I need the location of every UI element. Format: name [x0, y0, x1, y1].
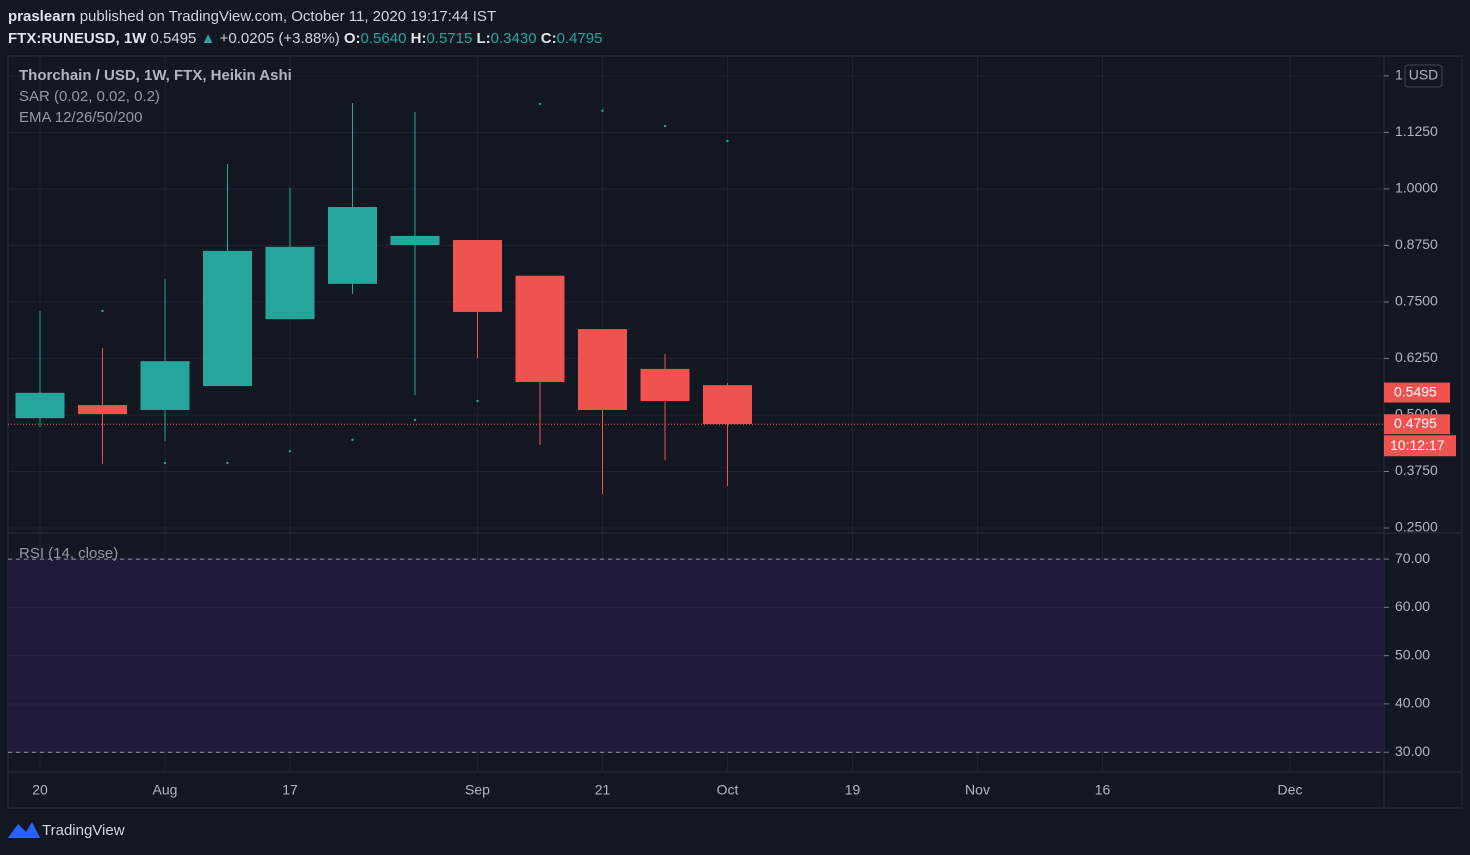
candle-body: [515, 275, 565, 382]
author: praslearn: [8, 8, 76, 25]
quote-line: FTX:RUNEUSD, 1W 0.5495 ▲ +0.0205 (+3.88%…: [8, 28, 602, 50]
y-tick-label: 50.00: [1395, 646, 1430, 662]
ohlc-value: 0.3430: [490, 30, 537, 47]
brand: TradingView: [42, 822, 125, 839]
sar-dot: [663, 124, 667, 128]
candle-body: [140, 361, 190, 411]
y-tick-label: 0.2500: [1395, 519, 1438, 535]
sar-dot: [101, 309, 104, 313]
y-tick-label: 1.1250: [1395, 123, 1438, 139]
sar-dot: [538, 102, 542, 106]
ohlc-value: 0.4795: [556, 30, 603, 47]
published: published on TradingView.com, October 11…: [79, 8, 497, 25]
legend-indicator: EMA 12/26/50/200: [19, 109, 142, 126]
currency-box: [1404, 64, 1443, 88]
x-tick-label: Oct: [717, 782, 739, 798]
candle-body: [15, 392, 65, 419]
y-tick-label: 0.7500: [1395, 293, 1438, 309]
countdown: 10:12:17: [1390, 437, 1445, 453]
sar-dot: [476, 399, 479, 403]
logo: [8, 822, 40, 838]
y-tick-label: 0.6250: [1395, 349, 1438, 365]
candle-body: [203, 250, 252, 387]
y-tick-label: 0.8750: [1395, 236, 1438, 252]
currency: USD: [1409, 67, 1439, 83]
legend-title: Thorchain / USD, 1W, FTX, Heikin Ashi: [19, 67, 292, 84]
y-tick-label: 1.0000: [1395, 180, 1438, 196]
symbol: FTX:RUNEUSD, 1W: [8, 30, 147, 47]
y-tick-label: 30.00: [1395, 743, 1430, 759]
legend-indicator: SAR (0.02, 0.02, 0.2): [19, 88, 160, 105]
price-label: 0.5495: [1394, 383, 1437, 399]
y-tick-label: 1: [1395, 67, 1403, 83]
sar-dot: [163, 461, 167, 465]
candle-body: [78, 405, 127, 415]
candle-body: [640, 368, 690, 401]
ohlc-label: L:: [476, 30, 491, 47]
y-tick-label: 40.00: [1395, 695, 1430, 711]
sar-dot: [226, 461, 229, 465]
ohlc-label: C:: [540, 30, 557, 47]
x-tick-label: Aug: [153, 782, 178, 798]
y-tick-label: 70.00: [1395, 550, 1430, 566]
x-tick-label: Dec: [1278, 782, 1303, 798]
ohlc: O:0.5640 H:0.5715 L:0.3430 C:0.4795: [344, 30, 603, 47]
ohlc-value: 0.5640: [360, 30, 407, 47]
x-tick-label: 19: [845, 782, 861, 798]
x-tick-label: Sep: [465, 782, 490, 798]
x-tick-label: 20: [32, 782, 48, 798]
header: praslearn published on TradingView.com, …: [8, 6, 602, 50]
price-label: 0.4795: [1394, 415, 1437, 431]
x-tick-label: 17: [282, 782, 298, 798]
change: +0.0205 (+3.88%): [219, 30, 340, 47]
candle-body: [265, 246, 315, 320]
price-label-bg: [1384, 414, 1450, 435]
legend-title: RSI (14, close): [19, 545, 118, 562]
x-tick-label: Nov: [965, 782, 990, 798]
countdown-bg: [1384, 435, 1456, 457]
sar-dot: [726, 139, 729, 143]
candle-body: [328, 207, 377, 284]
sar-dot: [413, 418, 417, 422]
sar-dot: [288, 449, 292, 453]
sar-dot: [601, 109, 604, 112]
candle-body: [578, 329, 627, 411]
price-label-bg: [1384, 382, 1450, 403]
publish-line: praslearn published on TradingView.com, …: [8, 6, 602, 28]
up-arrow: ▲: [200, 30, 216, 47]
ohlc-label: H:: [410, 30, 427, 47]
last: 0.5495: [150, 30, 197, 47]
candle-body: [453, 240, 502, 312]
ohlc-label: O:: [343, 30, 361, 47]
frame: [7, 55, 1463, 809]
x-tick-label: 21: [595, 782, 611, 798]
ohlc-value: 0.5715: [426, 30, 473, 47]
x-tick-label: 16: [1095, 782, 1111, 798]
candle-body: [390, 235, 440, 245]
y-tick-label: 60.00: [1395, 598, 1430, 614]
candle-body: [703, 385, 752, 425]
sar-dot: [351, 438, 354, 442]
y-tick-label: 0.3750: [1395, 462, 1438, 478]
